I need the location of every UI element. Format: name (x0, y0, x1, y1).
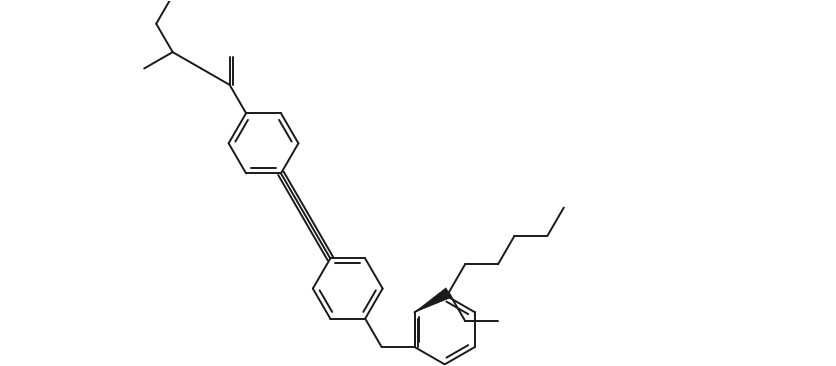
Polygon shape (414, 288, 451, 312)
